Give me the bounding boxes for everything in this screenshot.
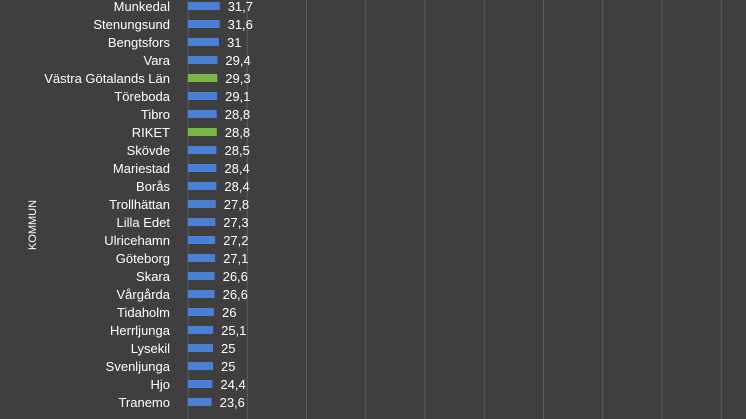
bars: [188, 2, 220, 406]
value-label: 27,1: [223, 251, 248, 266]
bar: [188, 398, 212, 406]
bar: [188, 308, 214, 316]
bar: [188, 164, 217, 172]
category-label: Svenljunga: [106, 359, 171, 374]
category-label: Munkedal: [114, 0, 170, 14]
bar: [188, 344, 213, 352]
category-label: Ulricehamn: [104, 233, 170, 248]
value-label: 26,6: [223, 269, 248, 284]
value-label: 25: [221, 341, 235, 356]
category-label: Lysekil: [131, 341, 170, 356]
value-label: 31,6: [228, 17, 253, 32]
category-label: Herrljunga: [110, 323, 171, 338]
category-label: Lilla Edet: [117, 215, 171, 230]
value-label: 29,1: [225, 89, 250, 104]
bar: [188, 20, 220, 28]
category-label: Bengtsfors: [108, 35, 171, 50]
value-label: 27,2: [223, 233, 248, 248]
category-label: Borås: [136, 179, 170, 194]
y-axis-title: KOMMUN: [27, 200, 39, 250]
gridlines: [187, 0, 722, 419]
value-label: 27,8: [224, 197, 249, 212]
bar: [188, 290, 215, 298]
bar: [188, 146, 217, 154]
value-label: 24,4: [220, 377, 245, 392]
value-label: 26: [222, 305, 236, 320]
value-label: 28,8: [225, 107, 250, 122]
bar: [188, 110, 217, 118]
category-label: Stenungsund: [93, 17, 170, 32]
category-label: Skara: [136, 269, 171, 284]
category-label: Tidaholm: [117, 305, 170, 320]
category-label: Västra Götalands Län: [44, 71, 170, 86]
value-label: 28,5: [225, 143, 250, 158]
value-label: 23,6: [220, 395, 245, 410]
category-label: RIKET: [132, 125, 170, 140]
category-label: Vårgårda: [117, 287, 171, 302]
value-label: 28,8: [225, 125, 250, 140]
bar: [188, 362, 213, 370]
category-label: Töreboda: [114, 89, 170, 104]
bar: [188, 326, 214, 334]
category-label: Skövde: [127, 143, 170, 158]
value-label: 28,4: [224, 179, 249, 194]
bar: [188, 56, 218, 64]
value-label: 28,4: [224, 161, 249, 176]
category-label: Vara: [144, 53, 171, 68]
bar: [188, 182, 217, 190]
category-label: Göteborg: [116, 251, 170, 266]
value-label: 27,3: [223, 215, 248, 230]
category-label: Tibro: [141, 107, 170, 122]
bar: [188, 74, 218, 82]
bar: [188, 380, 213, 388]
category-label: Tranemo: [118, 395, 170, 410]
bar: [188, 38, 219, 46]
value-label: 29,3: [225, 71, 250, 86]
value-label: 26,6: [223, 287, 248, 302]
bar: [188, 200, 216, 208]
category-label: Hjo: [150, 377, 170, 392]
bar: [188, 2, 220, 10]
value-label: 25: [221, 359, 235, 374]
value-label: 31,7: [228, 0, 253, 14]
bar: [188, 236, 216, 244]
bar: [188, 128, 217, 136]
bar: [188, 92, 218, 100]
category-label: Trollhättan: [109, 197, 170, 212]
value-label: 25,1: [221, 323, 246, 338]
bar: [188, 272, 215, 280]
bar: [188, 254, 216, 262]
value-label: 29,4: [225, 53, 250, 68]
category-label: Mariestad: [113, 161, 170, 176]
value-label: 31: [227, 35, 241, 50]
labels: Munkedal 31,7 Stenungsund 31,6 Bengtsfors 31 V…: [44, 0, 253, 410]
bar: [188, 218, 216, 226]
